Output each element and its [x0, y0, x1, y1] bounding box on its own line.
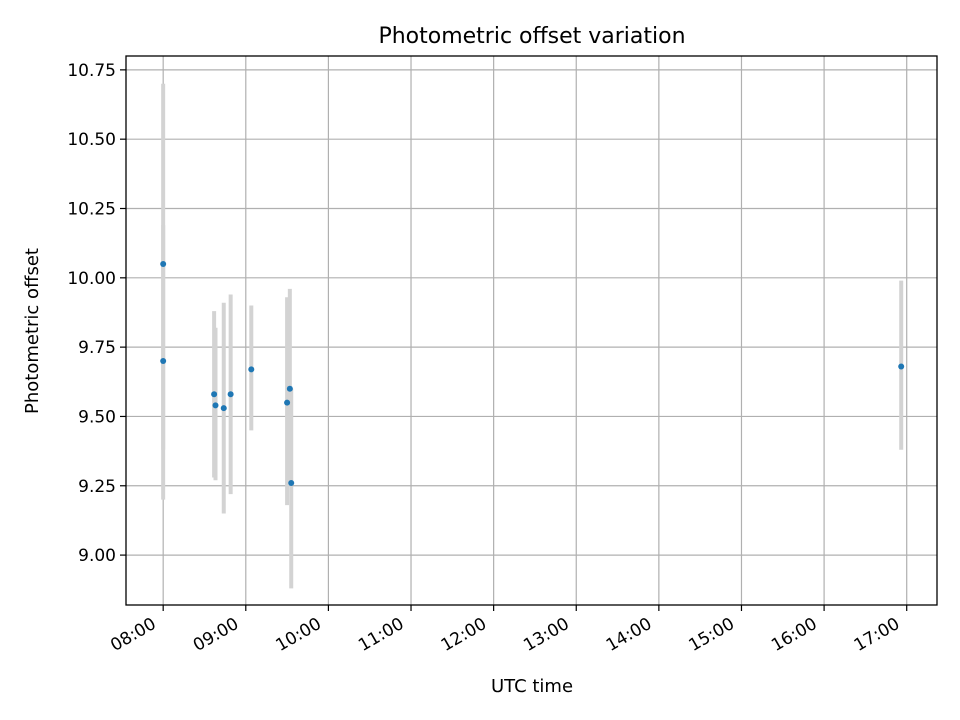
y-tick-label: 10.50 [67, 130, 116, 150]
data-point [898, 363, 905, 370]
y-tick-label: 10.25 [67, 200, 116, 220]
y-axis-ticks: 9.00 9.25 9.50 9.75 10.00 10.25 10.50 10.75 [67, 61, 126, 566]
x-tick-label: 16:00 [768, 614, 820, 656]
data-point [211, 391, 218, 398]
data-point [288, 480, 295, 486]
data-points [160, 260, 905, 486]
data-point [212, 402, 219, 409]
chart-title: Photometric offset variation [378, 24, 685, 49]
y-axis-label: Photometric offset [22, 248, 43, 414]
y-tick-label: 9.25 [78, 477, 116, 497]
data-point [286, 385, 293, 392]
data-point [248, 366, 255, 373]
x-tick-label: 08:00 [107, 614, 159, 656]
error-bars [161, 83, 904, 589]
y-tick-label: 10.00 [67, 269, 116, 289]
x-tick-label: 11:00 [355, 614, 407, 656]
data-point [227, 391, 234, 398]
data-point [160, 260, 167, 267]
x-axis-label: UTC time [491, 676, 573, 697]
y-tick-label: 9.50 [78, 407, 116, 427]
x-tick-label: 17:00 [851, 614, 903, 656]
x-tick-label: 12:00 [438, 614, 490, 656]
x-tick-label: 15:00 [686, 614, 738, 656]
x-tick-label: 09:00 [190, 614, 242, 656]
x-axis-ticks: 08:00 09:00 10:00 11:00 12:00 13:00 14:00 15:00… [107, 605, 908, 656]
y-tick-label: 9.75 [78, 338, 116, 358]
x-tick-label: 13:00 [520, 614, 572, 656]
x-tick-label: 14:00 [603, 614, 655, 656]
data-point [220, 405, 227, 412]
plot-frame [125, 55, 938, 606]
grid [126, 56, 937, 605]
data-point [160, 358, 167, 364]
x-tick-label: 10:00 [272, 614, 324, 656]
y-tick-label: 10.75 [67, 61, 116, 81]
data-point [284, 399, 291, 406]
y-tick-label: 9.00 [78, 546, 116, 566]
